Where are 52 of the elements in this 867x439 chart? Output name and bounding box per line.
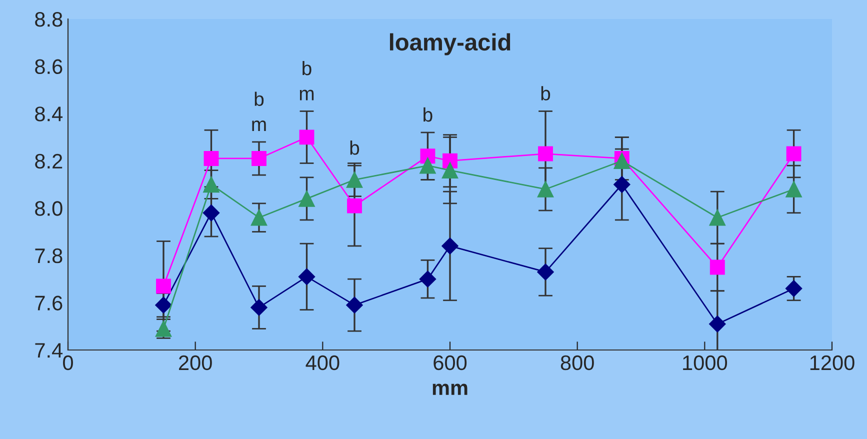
point bbox=[786, 181, 802, 198]
point bbox=[709, 209, 726, 226]
x-tick-label: 600 bbox=[434, 355, 467, 370]
point bbox=[614, 152, 630, 170]
point bbox=[442, 162, 458, 178]
annotation: b m bbox=[300, 60, 314, 100]
point bbox=[420, 148, 436, 164]
point bbox=[155, 296, 172, 314]
y-tick-label: 7.8 bbox=[35, 248, 62, 264]
point bbox=[203, 176, 220, 193]
point bbox=[346, 172, 363, 188]
y-tick-label: 7.6 bbox=[35, 296, 62, 310]
point bbox=[252, 151, 266, 166]
y-tick-label: 8.4 bbox=[35, 106, 63, 122]
point bbox=[299, 130, 314, 145]
point bbox=[156, 278, 171, 294]
y-tick-label: 8.8 bbox=[35, 12, 62, 27]
point bbox=[419, 270, 436, 288]
x-tick-label: 800 bbox=[560, 355, 594, 370]
point bbox=[250, 209, 268, 226]
point bbox=[537, 264, 554, 280]
annotation: b m bbox=[252, 92, 266, 131]
point bbox=[709, 316, 726, 332]
point bbox=[298, 190, 315, 207]
point bbox=[298, 268, 316, 286]
y-tick-label: 8.6 bbox=[35, 59, 62, 74]
point bbox=[786, 146, 802, 162]
point bbox=[204, 151, 219, 166]
annotation: b bbox=[424, 107, 432, 122]
annotation: b bbox=[541, 86, 550, 100]
point bbox=[785, 280, 802, 297]
x-tick-label: 1000 bbox=[683, 355, 728, 370]
x-axis-title: mm bbox=[432, 384, 468, 395]
x-tick-label: 400 bbox=[306, 355, 340, 370]
x-tick-label: 0 bbox=[63, 355, 73, 370]
y-tick-label: 7.4 bbox=[35, 343, 63, 358]
point bbox=[710, 260, 725, 275]
annotation: b bbox=[350, 140, 360, 155]
y-tick-label: 8.0 bbox=[35, 201, 62, 216]
point bbox=[442, 238, 458, 254]
point bbox=[614, 176, 630, 193]
point bbox=[250, 299, 268, 316]
point bbox=[347, 198, 362, 214]
point bbox=[202, 204, 220, 222]
point bbox=[538, 146, 553, 162]
point bbox=[346, 296, 363, 314]
point bbox=[420, 157, 436, 174]
y-tick-label: 8.2 bbox=[35, 154, 62, 169]
x-tick-label: 1200 bbox=[810, 355, 854, 370]
text: loamy-acid bbox=[390, 33, 510, 56]
point bbox=[537, 181, 554, 198]
x-tick-label: 200 bbox=[179, 355, 212, 370]
